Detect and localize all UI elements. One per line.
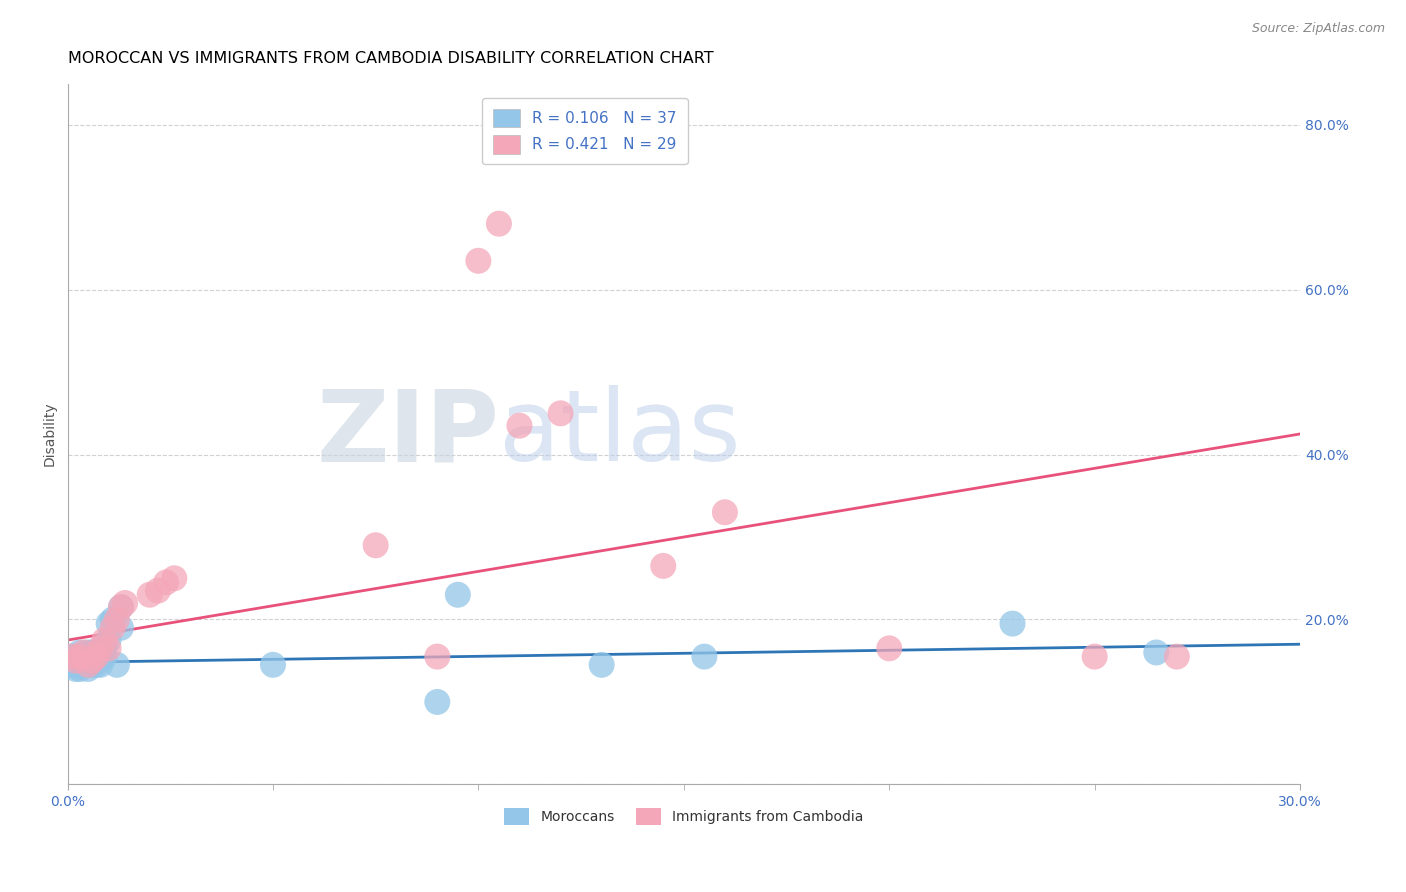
Point: [163, 571, 186, 585]
Point: [110, 621, 132, 635]
Point: [693, 649, 716, 664]
Point: [89, 641, 111, 656]
Point: [155, 575, 177, 590]
Point: [77, 645, 100, 659]
Point: [364, 538, 387, 552]
Point: [65, 649, 87, 664]
Legend: Moroccans, Immigrants from Cambodia: Moroccans, Immigrants from Cambodia: [496, 800, 872, 833]
Point: [101, 621, 124, 635]
Point: [97, 633, 120, 648]
Point: [84, 649, 107, 664]
Point: [89, 657, 111, 672]
Point: [714, 505, 737, 519]
Point: [652, 558, 675, 573]
Point: [114, 596, 136, 610]
Point: [73, 645, 96, 659]
Point: [77, 657, 100, 672]
Point: [82, 654, 104, 668]
Point: [508, 418, 530, 433]
Point: [550, 406, 572, 420]
Point: [60, 657, 83, 672]
Point: [877, 641, 900, 656]
Point: [69, 645, 91, 659]
Point: [1144, 645, 1167, 659]
Text: Source: ZipAtlas.com: Source: ZipAtlas.com: [1251, 22, 1385, 36]
Point: [73, 649, 96, 664]
Y-axis label: Disability: Disability: [44, 401, 58, 467]
Point: [73, 657, 96, 672]
Point: [1084, 649, 1107, 664]
Point: [60, 649, 83, 664]
Point: [447, 588, 470, 602]
Point: [97, 641, 120, 656]
Point: [65, 657, 87, 672]
Point: [1001, 616, 1024, 631]
Point: [93, 633, 115, 648]
Point: [146, 583, 169, 598]
Point: [110, 600, 132, 615]
Point: [69, 649, 91, 664]
Point: [105, 657, 128, 672]
Point: [138, 588, 160, 602]
Point: [84, 657, 107, 672]
Text: ZIP: ZIP: [316, 385, 499, 483]
Point: [262, 657, 284, 672]
Point: [77, 657, 100, 672]
Point: [591, 657, 613, 672]
Point: [1166, 649, 1188, 664]
Point: [89, 641, 111, 656]
Point: [93, 641, 115, 656]
Point: [60, 649, 83, 664]
Point: [426, 649, 449, 664]
Point: [69, 662, 91, 676]
Point: [101, 612, 124, 626]
Point: [110, 600, 132, 615]
Point: [105, 612, 128, 626]
Point: [73, 654, 96, 668]
Point: [467, 253, 489, 268]
Point: [77, 662, 100, 676]
Point: [84, 649, 107, 664]
Point: [97, 616, 120, 631]
Point: [426, 695, 449, 709]
Text: atlas: atlas: [499, 385, 741, 483]
Text: MOROCCAN VS IMMIGRANTS FROM CAMBODIA DISABILITY CORRELATION CHART: MOROCCAN VS IMMIGRANTS FROM CAMBODIA DIS…: [67, 51, 713, 66]
Point: [69, 654, 91, 668]
Point: [82, 645, 104, 659]
Point: [82, 654, 104, 668]
Point: [488, 217, 510, 231]
Point: [93, 649, 115, 664]
Point: [60, 654, 83, 668]
Point: [65, 662, 87, 676]
Point: [65, 654, 87, 668]
Point: [82, 657, 104, 672]
